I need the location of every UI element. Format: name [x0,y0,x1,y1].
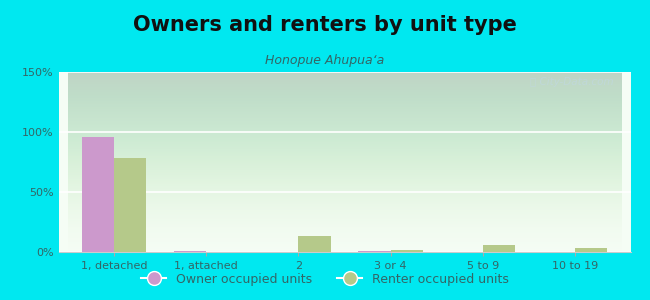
Text: ⓘ City-Data.com: ⓘ City-Data.com [530,77,614,87]
Text: Honopue Ahupuaʻa: Honopue Ahupuaʻa [265,54,385,67]
Bar [81,137,114,252]
Bar [483,245,515,252]
Legend: Owner occupied units, Renter occupied units: Owner occupied units, Renter occupied un… [136,268,514,291]
Bar [114,158,146,252]
Bar [298,236,331,252]
Text: Owners and renters by unit type: Owners and renters by unit type [133,15,517,35]
Bar [174,251,206,252]
Bar [575,248,608,252]
Bar [391,250,423,252]
Bar [358,251,391,252]
